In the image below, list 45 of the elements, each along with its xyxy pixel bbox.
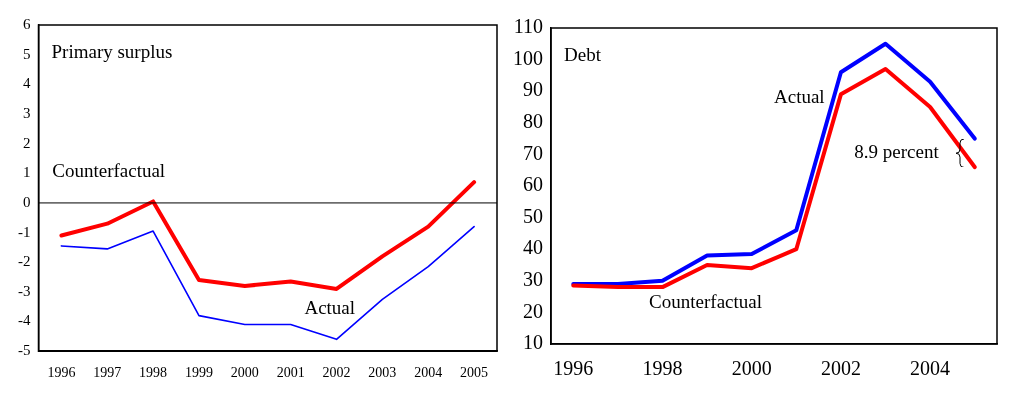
y-tick-label: 4 (23, 75, 31, 92)
y-tick-label: -3 (18, 282, 31, 299)
y-tick-label: -1 (18, 223, 31, 240)
y-tick-label: 70 (523, 141, 543, 164)
y-tick-label: 6 (23, 15, 31, 32)
y-tick-label: 1 (23, 164, 31, 181)
x-tick-label: 2002 (820, 357, 861, 380)
x-tick-label: 2000 (230, 365, 259, 381)
text: Debt (564, 43, 602, 65)
y-tick-label: 90 (523, 78, 543, 101)
x-tick-label: 2000 (731, 357, 772, 380)
x-tick-label: 1997 (93, 365, 122, 381)
x-tick-label: 2004 (414, 365, 443, 381)
x-tick-label: 2002 (322, 365, 351, 381)
x-tick-label: 2005 (460, 365, 489, 381)
x-tick-label: 2003 (368, 365, 397, 381)
x-tick-label: 1998 (642, 357, 683, 380)
y-tick-label: 60 (523, 173, 543, 196)
y-tick-label: 110 (513, 15, 543, 38)
y-tick-label: 2 (23, 134, 31, 151)
y-tick-label: 40 (523, 236, 543, 259)
y-tick-label: 30 (523, 268, 543, 291)
annotation: 8.9 percent (854, 140, 940, 162)
y-tick-label: 5 (23, 45, 31, 62)
x-tick-label: 1998 (139, 365, 168, 381)
y-tick-label: -4 (18, 312, 31, 329)
y-tick-label: 20 (523, 299, 543, 322)
x-tick-label: 2004 (910, 357, 951, 380)
series-label: Actual (304, 296, 356, 318)
y-tick-label: 100 (513, 46, 543, 69)
y-tick-label: 0 (23, 193, 31, 210)
x-tick-label: 2001 (276, 365, 305, 381)
y-tick-label: 3 (23, 104, 31, 121)
series-label: Actual (774, 85, 825, 107)
text: Primary surplus (51, 40, 173, 62)
y-tick-label: 50 (523, 204, 543, 227)
y-tick-label: -5 (18, 342, 31, 359)
x-tick-label: 1996 (553, 357, 594, 380)
y-tick-label: 80 (523, 110, 543, 133)
x-tick-label: 1999 (184, 365, 213, 381)
y-tick-label: -2 (18, 253, 31, 270)
x-tick-label: 1996 (47, 365, 76, 381)
y-tick-label: 10 (523, 331, 543, 354)
series-label: Counterfactual (649, 290, 763, 312)
series-label: Counterfactual (52, 159, 166, 181)
